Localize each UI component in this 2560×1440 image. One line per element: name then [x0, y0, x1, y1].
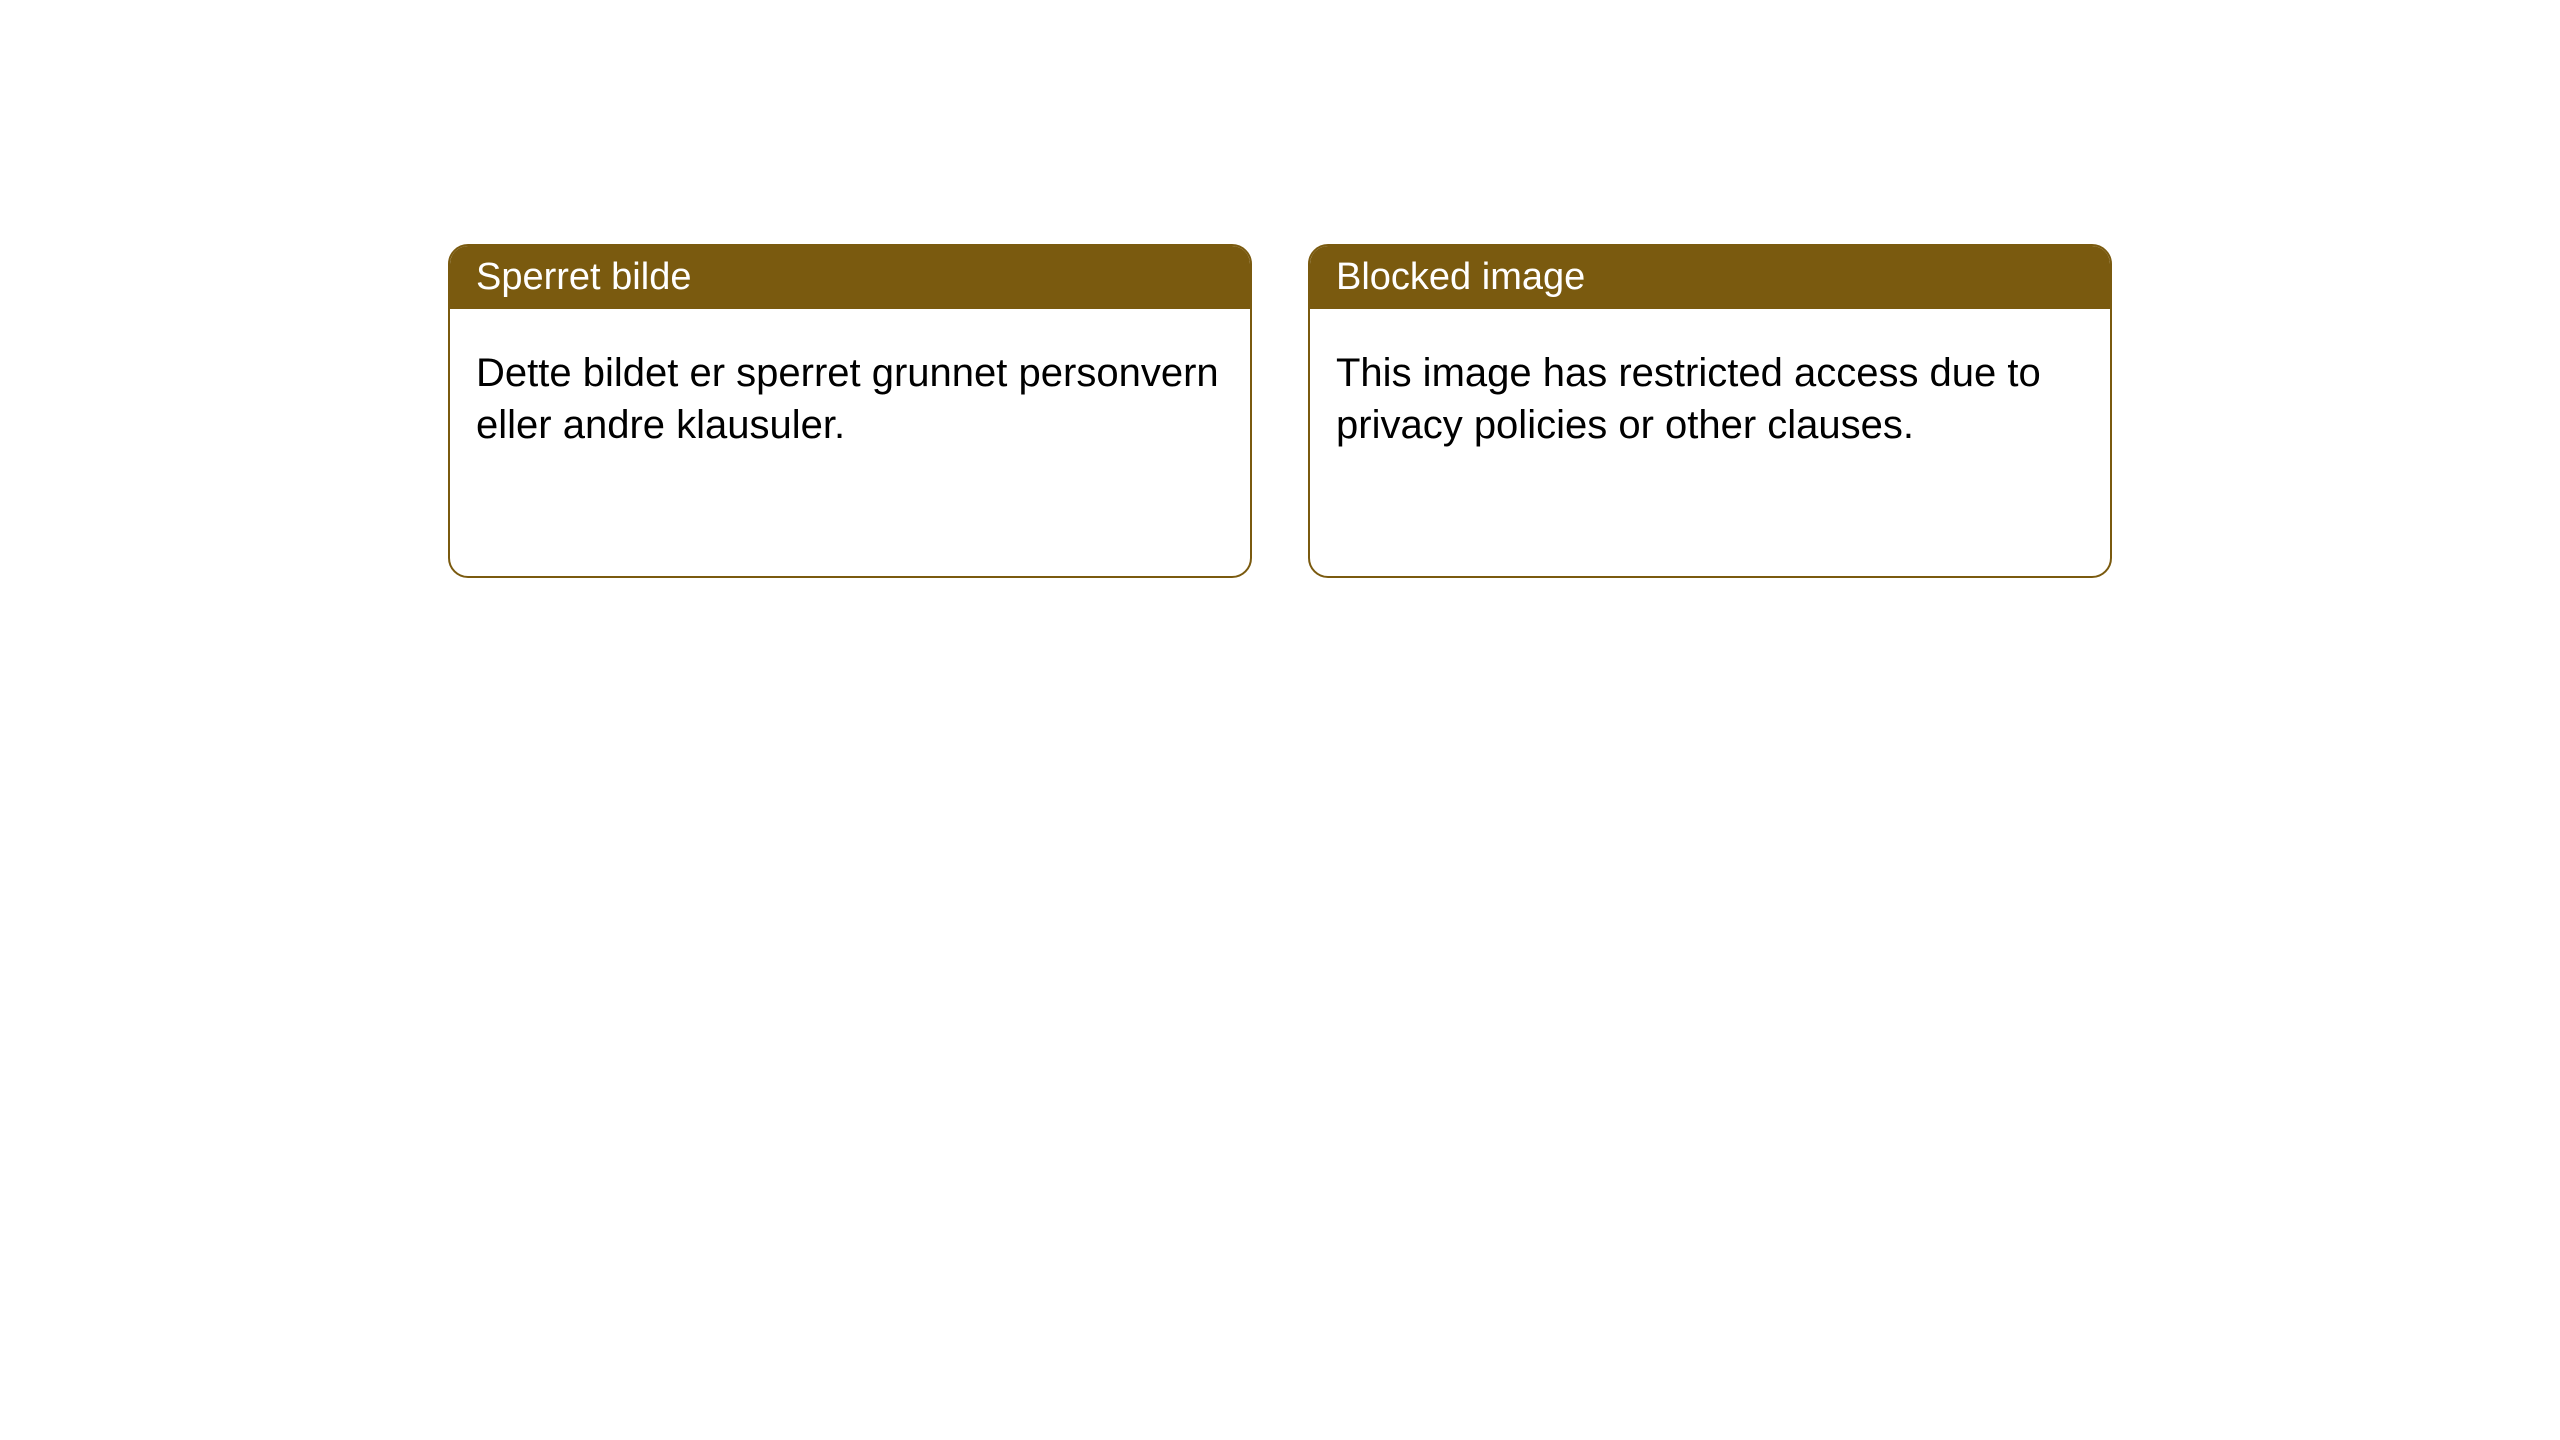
card-header: Blocked image [1310, 246, 2110, 309]
notice-card-norwegian: Sperret bilde Dette bildet er sperret gr… [448, 244, 1252, 578]
notice-container: Sperret bilde Dette bildet er sperret gr… [0, 0, 2560, 578]
card-body-text: Dette bildet er sperret grunnet personve… [476, 351, 1219, 447]
card-title: Blocked image [1336, 256, 1585, 298]
card-body: This image has restricted access due to … [1310, 309, 2110, 489]
card-body: Dette bildet er sperret grunnet personve… [450, 309, 1250, 489]
card-body-text: This image has restricted access due to … [1336, 351, 2041, 447]
card-header: Sperret bilde [450, 246, 1250, 309]
notice-card-english: Blocked image This image has restricted … [1308, 244, 2112, 578]
card-title: Sperret bilde [476, 256, 691, 298]
